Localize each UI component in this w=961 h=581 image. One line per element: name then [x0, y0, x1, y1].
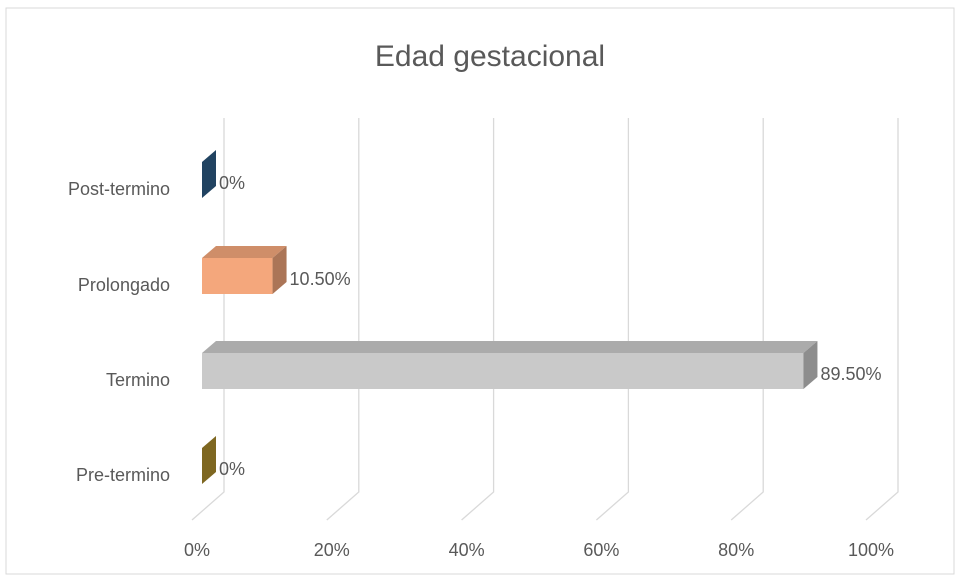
grid-line — [595, 118, 630, 521]
y-tick-label: Prolongado — [78, 275, 170, 295]
bar — [202, 341, 818, 389]
bar-side — [803, 341, 818, 389]
bar-side — [202, 436, 216, 484]
chart-title: Edad gestacional — [375, 40, 605, 73]
bar-top — [202, 341, 818, 353]
grid-line — [461, 118, 495, 521]
x-tick-label: 40% — [449, 540, 485, 560]
bar-front — [202, 353, 804, 389]
y-tick-label: Pre-termino — [76, 465, 170, 485]
y-tick-label: Termino — [106, 370, 170, 390]
grid-line — [191, 118, 225, 521]
x-tick-label: 80% — [718, 540, 754, 560]
x-tick-label: 20% — [314, 540, 350, 560]
data-label: 0% — [219, 459, 245, 479]
x-tick-label: 60% — [583, 540, 619, 560]
bar-side — [202, 150, 216, 198]
bar-top — [202, 246, 287, 258]
bar — [202, 436, 216, 484]
bar-side — [272, 246, 287, 294]
grid-line — [326, 118, 360, 521]
y-tick-label: Post-termino — [68, 179, 170, 199]
bar-front — [202, 258, 273, 294]
x-tick-label: 100% — [848, 540, 894, 560]
grid-line — [730, 118, 764, 521]
data-label: 89.50% — [820, 364, 881, 384]
x-tick-label: 0% — [184, 540, 210, 560]
data-label: 10.50% — [290, 269, 351, 289]
bar — [202, 246, 287, 294]
grid-line — [865, 118, 899, 521]
data-label: 0% — [219, 173, 245, 193]
bar — [202, 150, 216, 198]
chart-frame — [5, 7, 955, 575]
